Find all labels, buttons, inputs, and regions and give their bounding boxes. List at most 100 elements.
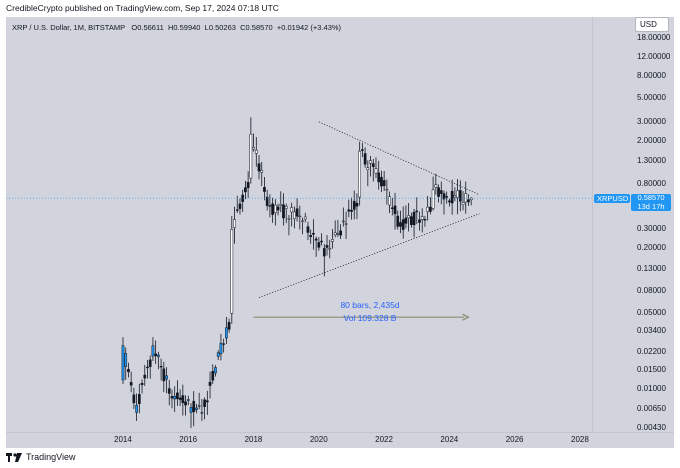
candle-body — [448, 200, 451, 203]
year-tick-label: 2028 — [571, 435, 589, 444]
candle-body — [314, 238, 318, 241]
candle-body — [176, 392, 179, 400]
candle-body — [227, 322, 231, 330]
measure-bars: 80 bars, 2,435d — [340, 300, 400, 310]
price-tick-label: 5.00000 — [637, 92, 666, 102]
candle-body — [235, 209, 239, 211]
candle-body — [129, 382, 133, 386]
chart-plot-area[interactable]: XRP / U.S. Dollar, 1M, BITSTAMP O0.56611… — [6, 17, 592, 432]
candle-body — [336, 233, 340, 235]
legend-open-label: O — [131, 23, 138, 32]
candle-body — [273, 204, 277, 213]
candle-body — [467, 199, 470, 203]
year-tick-label: 2014 — [114, 435, 132, 444]
year-tick-label: 2020 — [309, 435, 328, 444]
candle-body — [385, 188, 389, 191]
candle-body — [189, 407, 193, 413]
candle-body — [268, 205, 272, 207]
price-axis[interactable]: USD 18.00000 12.00000 8.00000 5.00000 3.0000… — [592, 17, 674, 432]
candle-body — [219, 342, 223, 355]
candle-body — [159, 366, 163, 368]
candle-body — [293, 211, 296, 219]
footer-brand: TradingView — [6, 452, 76, 462]
candle-body — [377, 172, 381, 183]
price-tick-label: 0.03400 — [637, 326, 666, 336]
candle-body — [374, 168, 378, 174]
candle-body — [396, 215, 400, 227]
candle-body — [322, 248, 326, 257]
candle-body — [371, 163, 375, 168]
candle-body — [238, 203, 242, 209]
triangle-trendline[interactable] — [258, 213, 480, 298]
currency-button[interactable]: USD — [635, 17, 669, 32]
candle-body — [148, 359, 152, 367]
price-tick-label: 2.00000 — [637, 135, 666, 145]
candle-body — [165, 375, 168, 380]
candle-body — [456, 190, 459, 198]
candle-body — [208, 381, 212, 386]
price-chart[interactable] — [6, 17, 592, 432]
candle-body — [341, 220, 345, 223]
candle-body — [461, 202, 465, 205]
candle-body — [249, 133, 253, 179]
year-tick-label: 2026 — [505, 435, 524, 444]
candle-body — [124, 353, 128, 367]
candle-body — [137, 394, 141, 404]
price-tick-label: 8.00000 — [637, 70, 666, 80]
candle-body — [203, 399, 206, 407]
time-axis[interactable]: 2014 2016 2018 2020 2022 2024 2026 2028 — [6, 432, 674, 448]
price-tick-label: 18.00000 — [637, 33, 671, 42]
candle-body — [347, 209, 351, 212]
candle-body — [301, 220, 304, 222]
price-tick-label: 0.80000 — [637, 178, 666, 188]
candle-body — [363, 153, 367, 165]
price-tick-label: 0.05000 — [637, 308, 666, 318]
candle-body — [409, 216, 413, 225]
candle-body — [200, 412, 204, 414]
candle-body — [418, 219, 421, 223]
candle-body — [317, 242, 321, 248]
candle-body — [401, 219, 405, 230]
candle-body — [140, 383, 144, 385]
candle-body — [222, 343, 225, 345]
candle-body — [350, 209, 353, 212]
price-tick-label: 0.13000 — [637, 263, 666, 273]
candle-body — [121, 345, 125, 381]
tradingview-logo-icon — [6, 452, 22, 462]
candle-body — [369, 160, 372, 164]
candle-body — [143, 374, 147, 379]
candle-body — [263, 187, 266, 192]
triangle-trendline[interactable] — [318, 121, 480, 196]
candle-body — [298, 215, 302, 218]
candle-body — [132, 394, 136, 404]
legend-symbol: XRP / U.S. Dollar, 1M, BITSTAMP — [12, 23, 126, 32]
candle-body — [260, 169, 264, 173]
price-tick-label: 0.02200 — [637, 346, 666, 356]
candle-body — [366, 167, 370, 171]
candle-body — [393, 205, 397, 215]
candle-body — [276, 206, 280, 211]
candle-body — [214, 367, 217, 374]
legend-change: +0.01942 (+3.43%) — [276, 23, 342, 32]
candle-body — [442, 193, 446, 200]
candle-body — [195, 407, 198, 411]
candle-body — [230, 229, 234, 314]
candle-body — [233, 219, 236, 228]
candle-body — [205, 400, 209, 403]
candle-body — [382, 180, 386, 187]
candle-body — [333, 232, 337, 236]
candle-body — [404, 217, 408, 224]
candle-body — [339, 230, 342, 236]
publisher-line: CredibleCrypto published on TradingView.… — [6, 3, 279, 13]
candle-body — [328, 248, 332, 250]
candle-body — [211, 371, 215, 381]
candle-body — [437, 187, 440, 197]
candle-body — [244, 187, 247, 193]
candle-body — [173, 395, 177, 400]
candle-body — [331, 239, 334, 242]
candle-body — [127, 369, 130, 373]
candle-body — [135, 404, 138, 413]
year-tick-label: 2016 — [179, 435, 198, 444]
symbol-price-tag: XRPUSD — [594, 194, 630, 203]
measure-label: 80 bars, 2,435d Vol 109.328 B — [326, 299, 414, 325]
